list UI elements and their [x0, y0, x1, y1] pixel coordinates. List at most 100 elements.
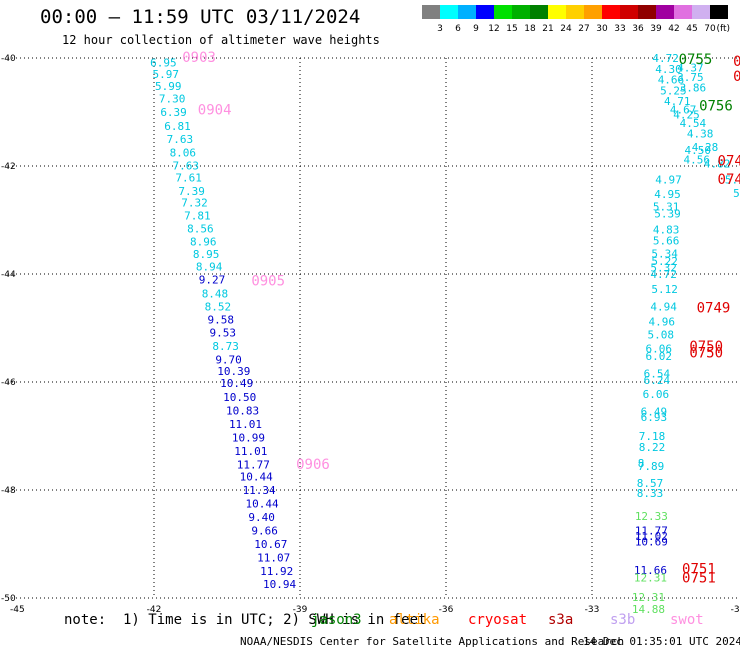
generated-timestamp: 14 Dec 01:35:01 UTC 2024 [583, 635, 740, 648]
footer-note: note: 1) Time is in UTC; 2) SWH is in fe… [64, 612, 427, 628]
wave-height-value: 4.97 [655, 174, 682, 187]
wave-height-value: 7.63 [167, 133, 194, 146]
colorbar-tick: 12 [488, 24, 499, 34]
wave-height-value: 8.22 [639, 441, 666, 454]
colorbar-tick: 45 [686, 24, 697, 34]
pass-time-label: 0905 [251, 273, 285, 289]
colorbar-swatch [584, 5, 602, 19]
pass-time-label: 0906 [296, 457, 330, 473]
wave-height-value: 8.94 [196, 260, 223, 273]
wave-height-value: 12.31 [634, 571, 667, 584]
wave-height-value: 8.56 [187, 223, 214, 236]
wave-height-value: 11.34 [243, 484, 276, 497]
pass-time-label: 0755 [733, 54, 740, 70]
wave-height-value: 4.50 [684, 144, 711, 157]
wave-height-value: 9.27 [199, 273, 226, 286]
wave-height-value: 8.48 [202, 287, 229, 300]
wave-height-value: 8 [638, 457, 645, 470]
colorbar-tick: 15 [506, 24, 517, 34]
wave-height-value: 5 [733, 187, 740, 200]
wave-height-value: 12.33 [635, 510, 668, 523]
y-tick-label: -50 [1, 594, 16, 604]
wave-height-value: 4.83 [653, 224, 680, 237]
page-title: 00:00 – 11:59 UTC 03/11/2024 [40, 6, 361, 28]
colorbar-swatch [602, 5, 620, 19]
colorbar-swatch [548, 5, 566, 19]
wave-height-value: 7.18 [639, 430, 666, 443]
colorbar-tick: 27 [578, 24, 589, 34]
wave-height-value: 3.86 [680, 82, 707, 95]
page-subtitle: 12 hour collection of altimeter wave hei… [62, 33, 380, 47]
wave-height-value: 4.95 [654, 188, 681, 201]
pass-time-label: 0755 [679, 52, 713, 68]
wave-height-value: 4.56 [683, 154, 710, 167]
x-tick-label: -42 [147, 605, 162, 615]
y-tick-label: -40 [1, 54, 16, 64]
colorbar-tick: 9 [473, 24, 479, 34]
pass-time-label: 0750 [689, 339, 723, 355]
wave-height-value: 7.39 [178, 185, 205, 198]
x-tick-label: -30 [731, 605, 740, 615]
wave-height-value: 8.33 [637, 487, 664, 500]
wave-height-value: 11.01 [229, 418, 262, 431]
colorbar-swatch [620, 5, 638, 19]
wave-height-value: 4.37 [677, 62, 704, 75]
wave-height-value: 10.67 [254, 538, 287, 551]
wave-height-value: 10.94 [263, 578, 296, 591]
wave-height-value: 12.31 [632, 591, 665, 604]
pass-time-label: 0904 [198, 102, 232, 118]
wave-height-value: 4.38 [687, 128, 714, 141]
pass-time-label: 0751 [682, 570, 716, 586]
wave-height-value: 10.50 [223, 391, 256, 404]
colorbar-tick: 39 [650, 24, 662, 34]
colorbar-tick: 70 [704, 24, 716, 34]
wave-height-value: 9.70 [215, 353, 242, 366]
pass-time-label: 0903 [182, 50, 216, 66]
wave-height-value: 5.99 [155, 80, 182, 93]
wave-height-value: 4.71 [664, 95, 691, 108]
wave-height-value: 4.72 [652, 52, 679, 65]
y-tick-label: -46 [1, 378, 16, 388]
y-tick-label: -42 [1, 162, 16, 172]
wave-height-value: 10.44 [240, 471, 273, 484]
wave-height-value: 11.07 [257, 552, 290, 565]
legend-item-s3b: s3b [610, 612, 636, 628]
wave-height-value: 10.39 [217, 365, 250, 378]
wave-height-value: 5.10 [725, 174, 740, 187]
wave-height-value: 6.02 [646, 350, 673, 363]
colorbar-swatch [656, 5, 674, 19]
wave-height-value: 4.25 [673, 109, 700, 122]
wave-height-value: 7.81 [184, 210, 211, 223]
wave-height-value: 7.30 [159, 93, 186, 106]
pass-time-label: 0750 [689, 345, 723, 361]
wave-height-value: 4.72 [650, 268, 677, 281]
wave-height-value: 6.95 [150, 56, 177, 69]
wave-height-value: 8.95 [193, 248, 220, 261]
legend-item-jason3: jason3 [311, 612, 362, 628]
wave-height-value: 11.66 [634, 564, 667, 577]
credit-text: NOAA/NESDIS Center for Satellite Applica… [240, 635, 625, 648]
wave-height-value: 10.83 [226, 405, 259, 418]
wave-height-value: 4.67 [670, 103, 697, 116]
pass-time-label: 0749 [718, 154, 740, 170]
y-tick-label: -44 [1, 270, 16, 280]
wave-height-value: 10.49 [220, 377, 253, 390]
wave-height-value: 4.54 [680, 117, 707, 130]
colorbar-swatch [530, 5, 548, 19]
wave-height-value: 5.31 [653, 201, 680, 214]
wave-height-value: 8.52 [205, 300, 232, 313]
colorbar-swatch [512, 5, 530, 19]
colorbar-tick: 30 [596, 24, 608, 34]
wave-height-value: 4.82 [704, 157, 731, 170]
wave-height-value: 11.01 [234, 445, 267, 458]
x-tick-label: -36 [439, 605, 454, 615]
colorbar-tick: 42 [668, 24, 679, 34]
colorbar-swatch [494, 5, 512, 19]
wave-height-value: 6.24 [644, 374, 671, 387]
wave-height-value: 8.73 [212, 340, 239, 353]
colorbar-swatch [422, 5, 440, 19]
wave-height-value: 9.66 [251, 525, 277, 538]
wave-height-value: 4.28 [692, 141, 719, 154]
colorbar-swatch [458, 5, 476, 19]
wave-height-value: 5.34 [651, 247, 678, 260]
